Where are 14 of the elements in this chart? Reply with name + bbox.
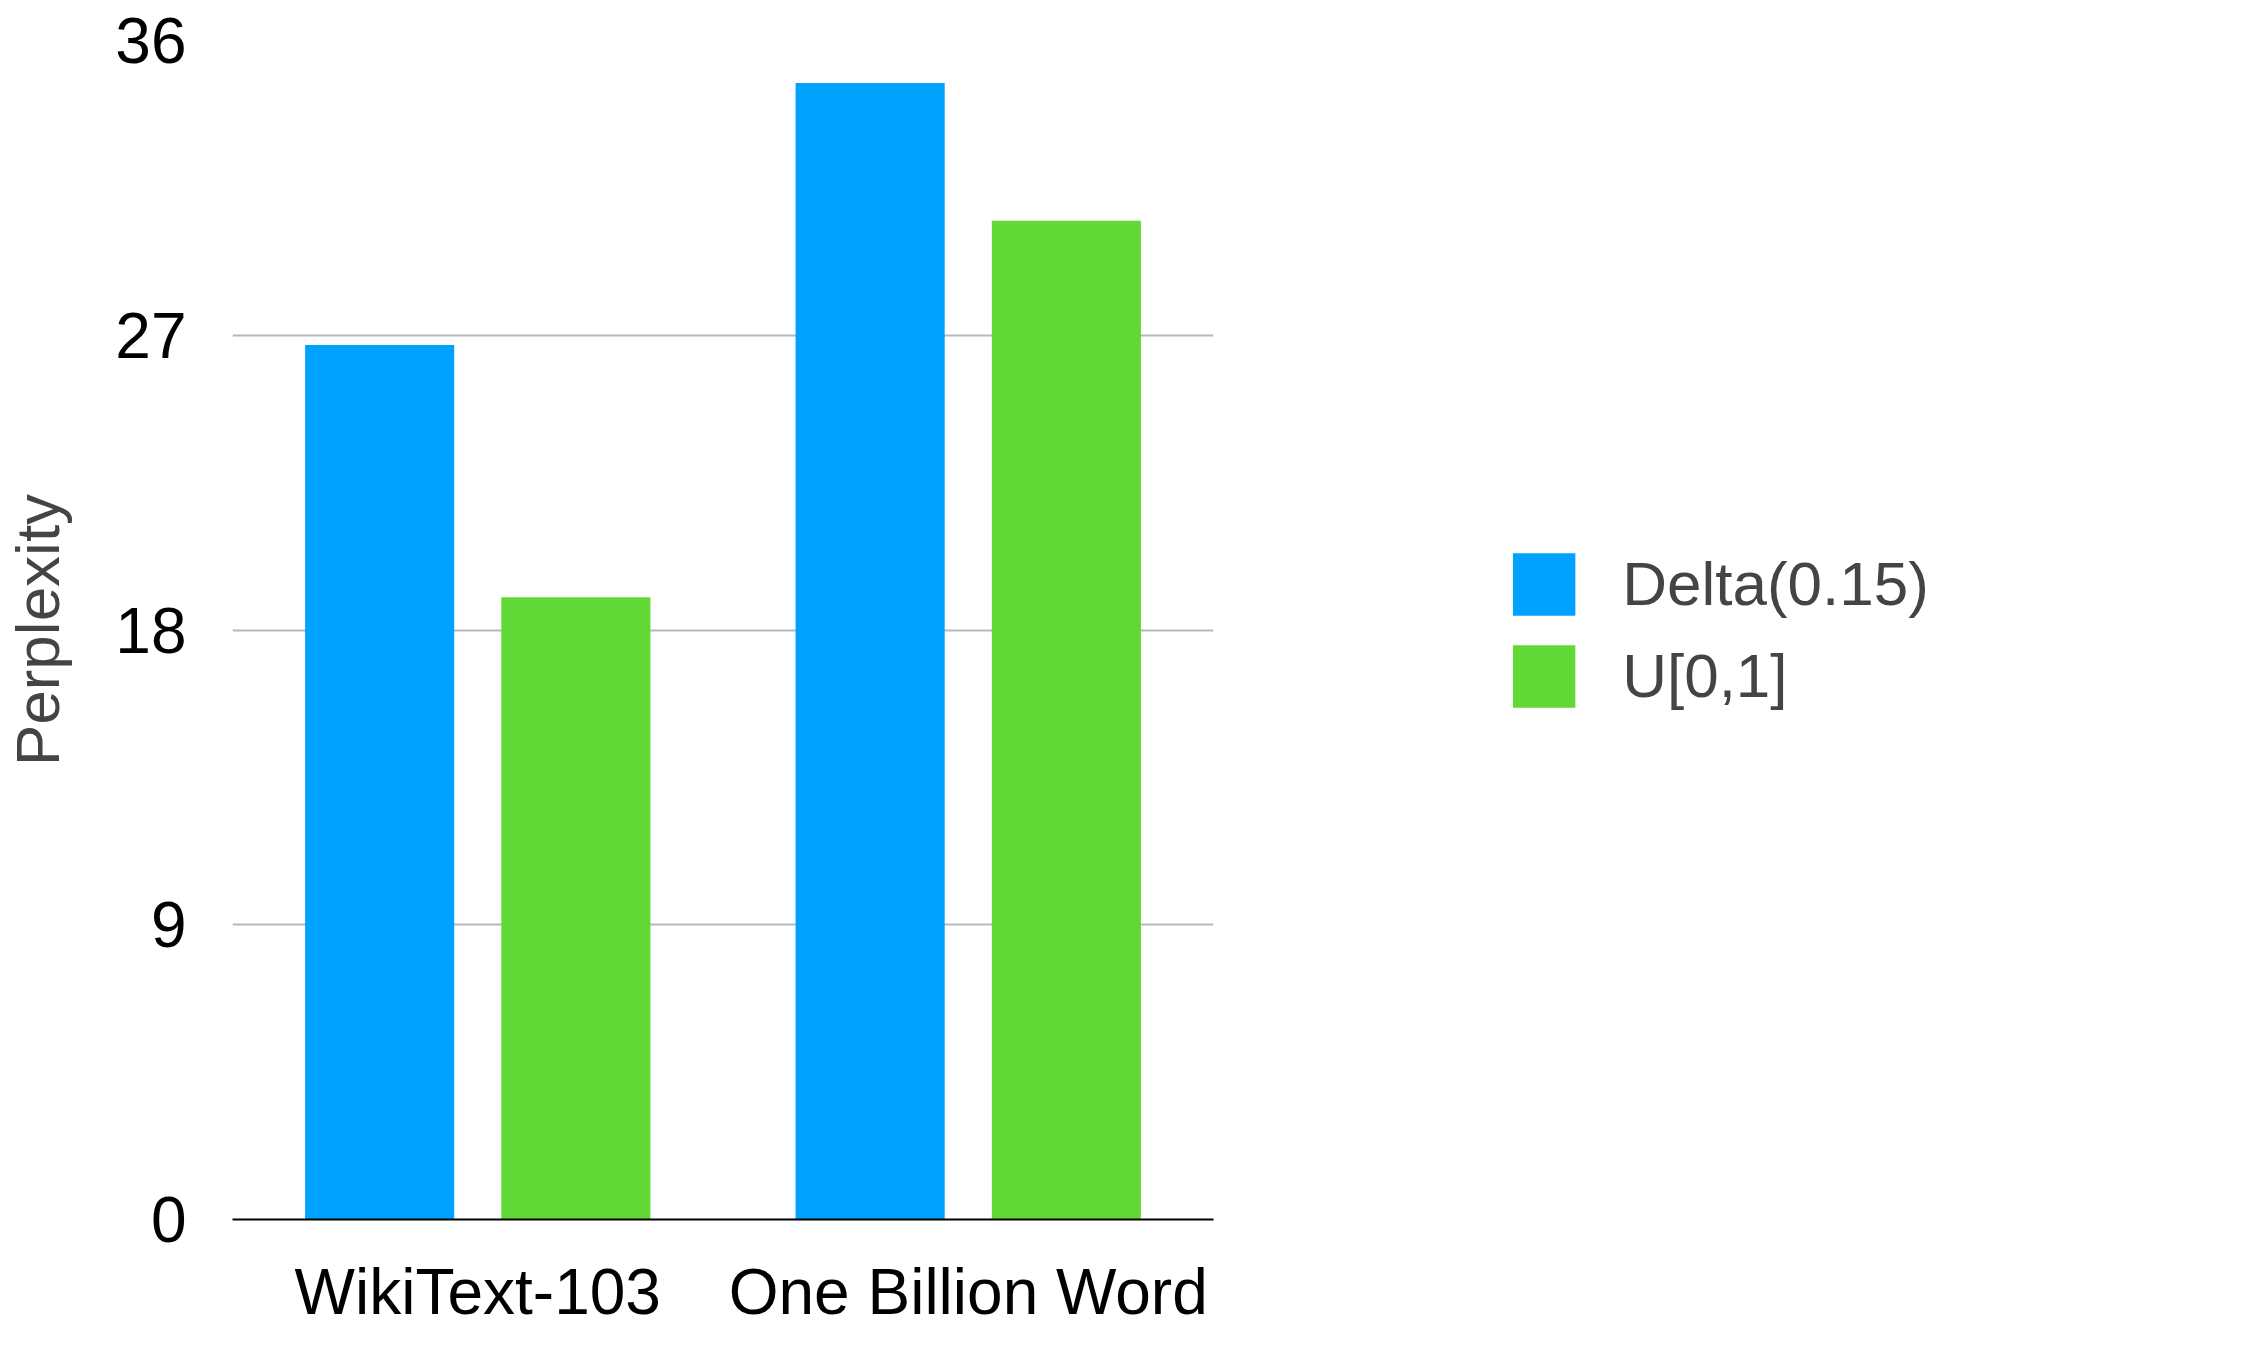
y-axis-title: Perplexity [3,493,73,767]
bar [795,83,945,1220]
bar [991,220,1141,1220]
y-tick-label: 36 [115,5,187,77]
legend-label: U[0,1] [1622,640,1788,711]
bar [305,345,455,1220]
y-tick-label: 9 [150,889,187,962]
x-tick-label: WikiText-103 [294,1255,661,1328]
bar [501,597,651,1220]
x-tick-label: One Billion Word [728,1255,1208,1328]
legend-label: Delta(0.15) [1622,548,1929,619]
y-tick-label: 0 [150,1184,187,1256]
y-tick-label: 27 [115,299,187,372]
y-tick-label: 18 [115,594,187,667]
